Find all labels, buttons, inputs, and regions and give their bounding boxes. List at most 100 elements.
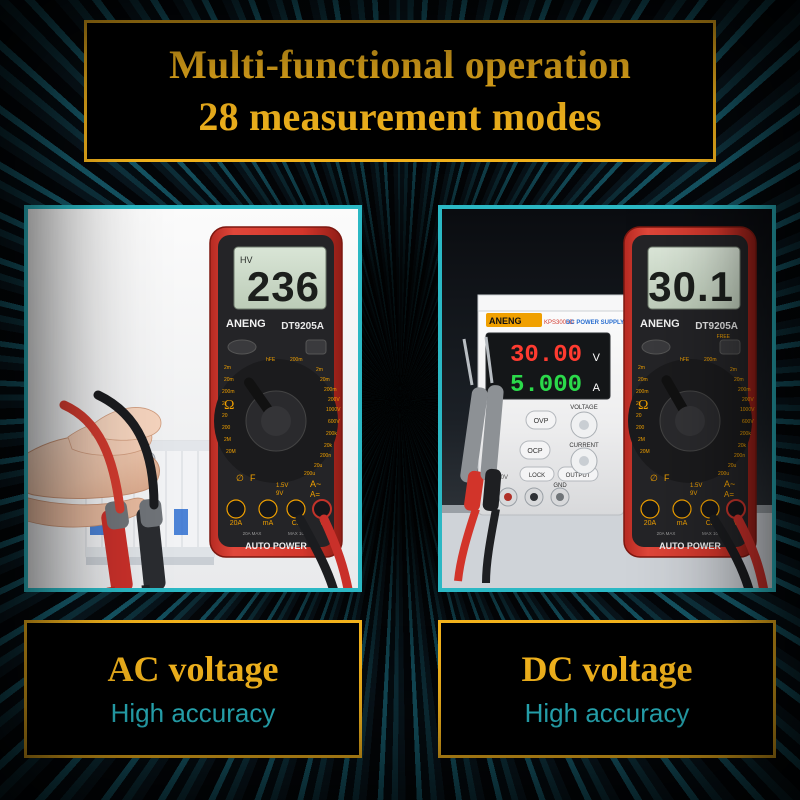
svg-text:200n: 200n <box>320 453 331 459</box>
svg-text:2M: 2M <box>224 437 231 443</box>
svg-text:20u: 20u <box>728 463 737 469</box>
svg-text:Ω: Ω <box>224 398 234 413</box>
header-banner: Multi-functional operation 28 measuremen… <box>84 20 716 162</box>
svg-text:KPS3005D: KPS3005D <box>544 320 574 326</box>
svg-text:2m: 2m <box>730 367 737 373</box>
svg-text:MAX 1000V: MAX 1000V <box>702 531 726 536</box>
svg-text:mA: mA <box>677 520 688 527</box>
svg-text:600V: 600V <box>742 419 754 425</box>
svg-text:30.00: 30.00 <box>510 342 582 369</box>
svg-text:A: A <box>593 382 601 394</box>
svg-text:hFE: hFE <box>680 357 690 363</box>
svg-text:20m: 20m <box>638 377 648 383</box>
svg-text:20m: 20m <box>734 377 744 383</box>
svg-text:AUTO POWER: AUTO POWER <box>659 541 721 551</box>
panel-dc-voltage: ANENG KPS3005D DC POWER SUPPLY 30.00 V 5… <box>438 205 776 592</box>
caption-ac-voltage: AC voltage High accuracy <box>24 620 362 758</box>
svg-text:1.5V: 1.5V <box>276 483 288 489</box>
svg-text:9V: 9V <box>276 491 283 497</box>
svg-text:200V: 200V <box>328 397 340 403</box>
svg-text:F: F <box>250 473 256 483</box>
svg-text:600V: 600V <box>328 419 340 425</box>
svg-text:30.1: 30.1 <box>648 263 734 310</box>
svg-text:2m: 2m <box>638 365 645 371</box>
svg-text:200u: 200u <box>718 471 729 477</box>
svg-text:A~: A~ <box>724 479 735 489</box>
svg-text:MAX 1000V: MAX 1000V <box>288 531 312 536</box>
svg-text:FREE: FREE <box>717 334 731 340</box>
svg-text:200u: 200u <box>304 471 315 477</box>
svg-text:2: 2 <box>222 401 225 407</box>
caption-title-ac: AC voltage <box>107 649 279 689</box>
svg-text:OVP: OVP <box>534 418 549 425</box>
svg-text:200k: 200k <box>326 431 337 437</box>
ac-voltage-photo: HV 236 ANENG DT9205A <box>28 209 358 588</box>
svg-text:200m: 200m <box>636 389 649 395</box>
svg-text:Cx: Cx <box>292 520 301 527</box>
svg-text:200V: 200V <box>742 397 754 403</box>
svg-text:F: F <box>664 473 670 483</box>
svg-text:20A: 20A <box>644 520 657 527</box>
svg-text:20M: 20M <box>640 449 650 455</box>
svg-text:20m: 20m <box>224 377 234 383</box>
header-line-1: Multi-functional operation <box>169 42 631 87</box>
svg-text:200m: 200m <box>222 389 235 395</box>
svg-text:20u: 20u <box>314 463 323 469</box>
svg-text:2M: 2M <box>638 437 645 443</box>
svg-text:200: 200 <box>636 425 645 431</box>
svg-text:DC POWER SUPPLY: DC POWER SUPPLY <box>566 320 624 326</box>
svg-text:20A MAX: 20A MAX <box>657 531 676 536</box>
svg-text:20m: 20m <box>320 377 330 383</box>
dc-voltage-photo: ANENG KPS3005D DC POWER SUPPLY 30.00 V 5… <box>442 209 772 588</box>
svg-text:mA: mA <box>263 520 274 527</box>
svg-text:200n: 200n <box>734 453 745 459</box>
svg-text:∅: ∅ <box>650 473 658 483</box>
svg-text:5.000: 5.000 <box>510 372 582 399</box>
caption-title-dc: DC voltage <box>521 649 693 689</box>
svg-text:200m: 200m <box>290 357 303 363</box>
svg-text:GND: GND <box>553 483 567 489</box>
caption-dc-voltage: DC voltage High accuracy <box>438 620 776 758</box>
svg-text:9V: 9V <box>690 491 697 497</box>
svg-text:200m: 200m <box>704 357 717 363</box>
svg-text:2m: 2m <box>224 365 231 371</box>
svg-text:OCP: OCP <box>527 448 543 455</box>
svg-text:hFE: hFE <box>266 357 276 363</box>
svg-text:1000V: 1000V <box>326 407 341 413</box>
svg-text:20k: 20k <box>324 443 333 449</box>
svg-text:DT9205A: DT9205A <box>695 321 738 332</box>
svg-text:20A MAX: 20A MAX <box>243 531 262 536</box>
svg-text:LOCK: LOCK <box>529 473 545 479</box>
svg-text:A=: A= <box>310 490 320 499</box>
svg-text:Ω: Ω <box>638 398 648 413</box>
svg-text:200: 200 <box>222 425 231 431</box>
svg-text:CURRENT: CURRENT <box>569 443 599 449</box>
header-line-2: 28 measurement modes <box>198 94 602 139</box>
svg-text:OUTPUT: OUTPUT <box>566 473 591 479</box>
svg-text:1.5V: 1.5V <box>690 483 702 489</box>
svg-text:Cx: Cx <box>706 520 715 527</box>
svg-text:200m: 200m <box>738 387 751 393</box>
panel-ac-voltage: HV 236 ANENG DT9205A <box>24 205 362 592</box>
svg-text:DT9205A: DT9205A <box>281 321 324 332</box>
caption-subtitle-dc: High accuracy <box>524 698 690 728</box>
svg-text:∅: ∅ <box>236 473 244 483</box>
svg-text:200k: 200k <box>740 431 751 437</box>
svg-text:A=: A= <box>724 490 734 499</box>
svg-text:20A: 20A <box>230 520 243 527</box>
svg-text:ANENG: ANENG <box>489 316 522 326</box>
svg-text:2m: 2m <box>316 367 323 373</box>
svg-text:A~: A~ <box>310 479 321 489</box>
svg-text:20: 20 <box>636 413 642 419</box>
svg-text:20k: 20k <box>738 443 747 449</box>
svg-text:236: 236 <box>247 263 320 310</box>
svg-text:ANENG: ANENG <box>640 318 680 330</box>
svg-text:1000V: 1000V <box>740 407 755 413</box>
caption-subtitle-ac: High accuracy <box>110 698 276 728</box>
svg-text:ANENG: ANENG <box>226 318 266 330</box>
svg-text:200m: 200m <box>324 387 337 393</box>
svg-text:20M: 20M <box>226 449 236 455</box>
svg-text:2: 2 <box>636 401 639 407</box>
svg-text:AUTO POWER: AUTO POWER <box>245 541 307 551</box>
